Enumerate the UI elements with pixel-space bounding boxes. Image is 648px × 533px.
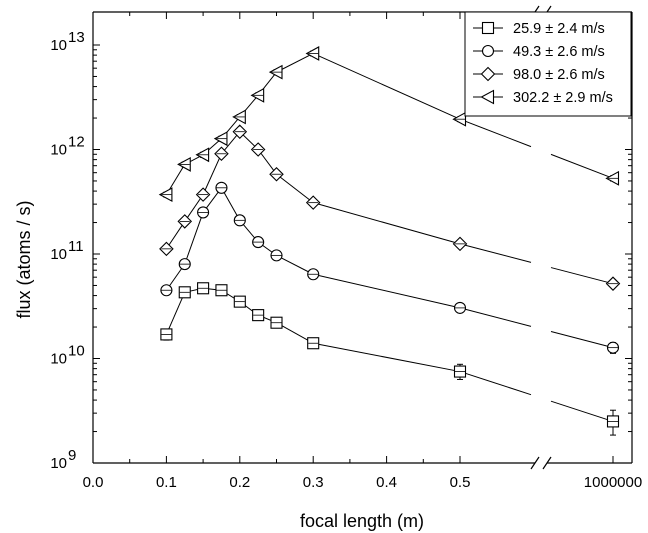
y-tick-label: 10 [50, 142, 67, 159]
series-line-segment [550, 331, 614, 349]
series-line-segment [459, 118, 532, 148]
y-tick-label: 10 [50, 37, 67, 54]
y-tick-exponent: 12 [68, 134, 85, 151]
series-line-segment [313, 342, 461, 373]
y-tick-label: 10 [50, 246, 67, 263]
y-axis-title-group: flux (atoms / s) [14, 200, 34, 318]
y-tick-exponent: 11 [68, 238, 84, 255]
legend-label: 302.2 ± 2.9 m/s [513, 90, 613, 106]
x-tick-label: 0.3 [303, 474, 324, 491]
series-line-segment [312, 53, 461, 120]
legend: 25.9 ± 2.4 m/s 49.3 ± 2.6 m/s 98.0 ± 2.6 m… [464, 11, 632, 117]
series-line-segment [276, 254, 314, 275]
series-line-segment [202, 153, 222, 195]
y-tick-label: 10 [50, 351, 67, 368]
series-line-segment [550, 153, 614, 179]
axis-break-gap-bottom [535, 460, 547, 466]
series-line-segment [184, 212, 204, 265]
x-tick-label: 1000000 [584, 474, 642, 491]
series-line-segment [550, 400, 614, 422]
series-line-segment [459, 307, 532, 327]
axes [92, 5, 633, 470]
y-tick-exponent: 13 [68, 29, 85, 46]
legend-label: 49.3 ± 2.6 m/s [513, 44, 605, 60]
series-line-segment [459, 243, 532, 263]
series-1 [160, 282, 620, 436]
series-layer [158, 46, 621, 436]
axis-break-slash-bottom [542, 456, 552, 470]
y-axis-title: flux (atoms / s) [14, 200, 34, 318]
series-line-segment [313, 202, 461, 245]
series-line-segment [276, 173, 314, 204]
legend-marker [481, 44, 495, 58]
x-tick-label: 0.5 [450, 474, 471, 491]
series-3 [159, 124, 621, 291]
series-2 [160, 181, 620, 354]
y-tick-exponent: 9 [68, 447, 76, 464]
legend-label: 25.9 ± 2.4 m/s [513, 21, 605, 37]
y-tick-exponent: 10 [68, 343, 85, 360]
series-line-segment [313, 273, 461, 309]
series-line-segment [165, 292, 186, 335]
legend-label: 98.0 ± 2.6 m/s [513, 67, 605, 83]
series-line-segment [276, 322, 314, 344]
series-line-segment [276, 53, 314, 73]
x-axis-title: focal length (m) [300, 511, 424, 531]
series-line-segment [165, 221, 186, 250]
x-tick-label: 0.4 [376, 474, 397, 491]
series-line-segment [550, 267, 614, 285]
series-4 [158, 46, 620, 203]
series-line-segment [184, 194, 204, 222]
legend-marker [481, 21, 495, 35]
series-line-segment [221, 187, 241, 221]
axis-break-slash-bottom [530, 456, 540, 470]
x-tick-label: 0.1 [156, 474, 177, 491]
legend-marker [480, 66, 496, 82]
y-tick-label: 10 [50, 455, 67, 472]
x-tick-label: 0.0 [83, 474, 104, 491]
series-line-segment [459, 371, 532, 396]
x-tick-label: 0.2 [229, 474, 250, 491]
legend-marker [480, 89, 495, 105]
